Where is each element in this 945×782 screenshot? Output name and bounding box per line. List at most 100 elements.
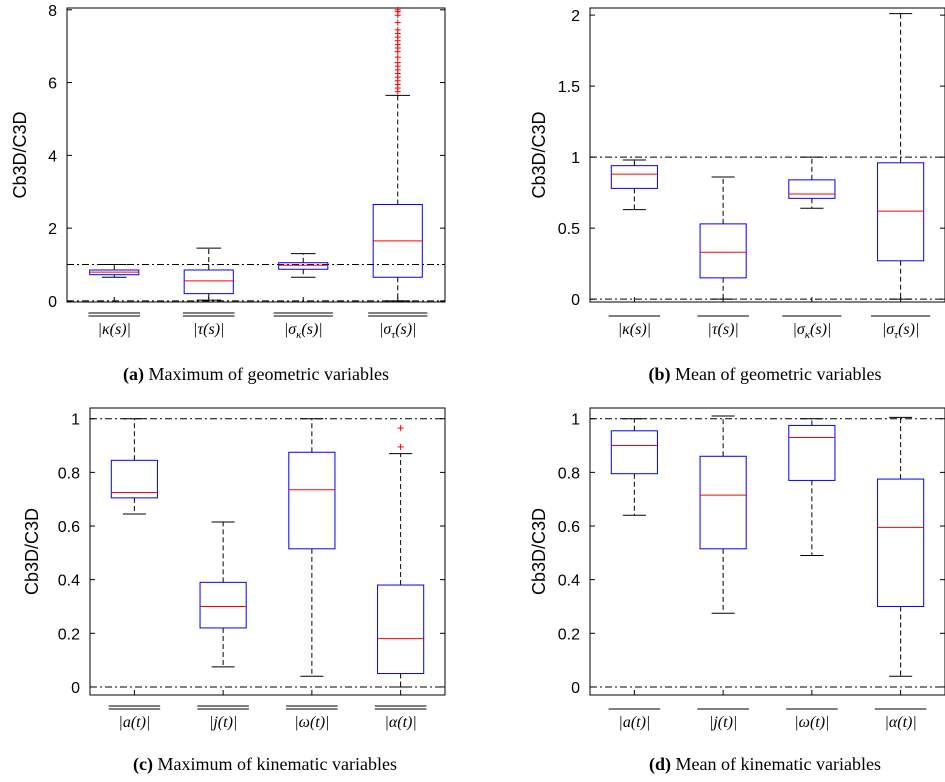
category-label: |ω(t)| <box>794 714 829 731</box>
chart-panel-3: 0 0.2 0.4 0.6 0.8 1 Cb3D/C3D |a(t)| |j(t)| |ω(t)|… <box>22 407 446 775</box>
y-tick-label: 0.8 <box>58 465 80 482</box>
plot-frame <box>589 7 945 303</box>
category-label: |α(t)| <box>384 714 416 731</box>
chart-panel-1: 0 2 4 6 8 Cb3D/C3D |κ(s)| |τ(s)| |σκ(s)| |στ(s)| (… <box>10 3 446 385</box>
y-axis-label: Cb3D/C3D <box>529 508 549 595</box>
iqr-box <box>877 478 925 607</box>
y-tick-label: 0.2 <box>58 626 80 643</box>
box-4 <box>877 13 925 302</box>
category-label: |j(t)| <box>709 714 737 731</box>
caption-text: Maximum of kinematic variables <box>153 754 397 774</box>
plot-frame <box>66 7 446 303</box>
iqr-box <box>788 179 836 199</box>
y-tick-label: 0.5 <box>558 221 580 238</box>
box-3 <box>278 253 329 302</box>
y-tick-label: 1 <box>571 150 580 167</box>
box-4 <box>372 6 423 302</box>
y-tick-label: 0.4 <box>58 573 80 590</box>
box-1 <box>110 418 158 695</box>
outlier-marker <box>394 26 401 33</box>
category-label: |σκ(s)| <box>792 321 831 341</box>
outlier-marker <box>397 443 404 450</box>
box-2 <box>199 521 247 695</box>
y-tick-label: 2 <box>48 221 57 238</box>
iqr-box <box>699 223 747 279</box>
box-3 <box>788 418 836 695</box>
category-label: |a(t)| <box>618 714 650 731</box>
category-label: |τ(s)| <box>707 321 738 338</box>
category-label: |α(t)| <box>884 714 916 731</box>
box-3 <box>288 418 336 695</box>
outlier-marker <box>397 425 404 432</box>
iqr-box <box>288 451 336 550</box>
outlier-marker <box>394 6 401 13</box>
iqr-box <box>278 262 329 270</box>
y-tick-label: 0 <box>48 294 57 311</box>
box-4 <box>377 425 425 695</box>
category-label: |σκ(s)| <box>284 321 323 341</box>
outlier-marker <box>394 54 401 61</box>
panel-caption: (b) Mean of geometric variables <box>649 364 882 385</box>
category-label: |ω(t)| <box>294 714 329 731</box>
caption-tag: (b) <box>649 364 671 385</box>
y-tick-label: 4 <box>48 148 57 165</box>
y-tick-label: 0 <box>571 292 580 309</box>
category-label: |στ(s)| <box>882 321 920 341</box>
y-axis-label: Cb3D/C3D <box>10 111 30 198</box>
y-tick-label: 0 <box>71 680 80 697</box>
panel-caption: (c) Maximum of kinematic variables <box>133 754 397 775</box>
outlier-marker <box>394 19 401 26</box>
category-label: |τ(s)| <box>193 321 224 338</box>
category-label: |κ(s)| <box>98 321 131 338</box>
box-2 <box>183 247 234 302</box>
iqr-box <box>183 269 234 295</box>
y-axis-label: Cb3D/C3D <box>529 111 549 198</box>
iqr-box <box>699 455 747 550</box>
panel-caption: (a) Maximum of geometric variables <box>123 364 389 385</box>
y-tick-label: 0 <box>571 680 580 697</box>
y-tick-label: 6 <box>48 76 57 93</box>
y-tick-label: 0.8 <box>558 465 580 482</box>
y-tick-label: 1.5 <box>558 79 580 96</box>
iqr-box <box>610 430 658 475</box>
outlier-marker <box>394 59 401 66</box>
iqr-box <box>110 459 158 499</box>
caption-text: Mean of kinematic variables <box>671 754 881 774</box>
iqr-box <box>877 162 925 262</box>
y-tick-label: 8 <box>48 3 57 20</box>
box-2 <box>699 176 747 302</box>
box-3 <box>788 156 836 302</box>
y-axis-label: Cb3D/C3D <box>22 508 42 595</box>
y-tick-label: 0.2 <box>558 626 580 643</box>
iqr-box <box>377 584 425 675</box>
caption-tag: (d) <box>649 754 671 775</box>
y-tick-label: 0.4 <box>558 573 580 590</box>
category-label: |a(t)| <box>118 714 150 731</box>
y-tick-label: 0.6 <box>558 519 580 536</box>
y-tick-label: 2 <box>571 8 580 25</box>
plot-frame <box>89 407 446 696</box>
box-1 <box>610 159 658 302</box>
chart-panel-2: 0 0.5 1 1.5 2 Cb3D/C3D |κ(s)| |τ(s)| |σκ(s)| |στ(… <box>529 7 945 385</box>
caption-tag: (a) <box>123 364 144 385</box>
box-1 <box>89 264 140 302</box>
chart-panel-4: 0 0.2 0.4 0.6 0.8 1 Cb3D/C3D |a(t)| |j(t)| |ω(t)|… <box>529 407 945 775</box>
box-2 <box>699 415 747 695</box>
category-label: |j(t)| <box>209 714 237 731</box>
iqr-box <box>788 424 836 481</box>
plot-frame <box>589 407 945 696</box>
iqr-box <box>199 581 247 629</box>
caption-text: Mean of geometric variables <box>671 364 882 384</box>
box-1 <box>610 418 658 695</box>
y-tick-label: 0.6 <box>58 519 80 536</box>
caption-text: Maximum of geometric variables <box>144 364 389 384</box>
caption-tag: (c) <box>133 754 153 775</box>
category-label: |στ(s)| <box>379 321 417 341</box>
category-label: |κ(s)| <box>618 321 651 338</box>
iqr-box <box>610 165 658 189</box>
y-tick-label: 1 <box>571 412 580 429</box>
panel-caption: (d) Mean of kinematic variables <box>649 754 881 775</box>
y-tick-label: 1 <box>71 412 80 429</box>
box-4 <box>877 416 925 695</box>
